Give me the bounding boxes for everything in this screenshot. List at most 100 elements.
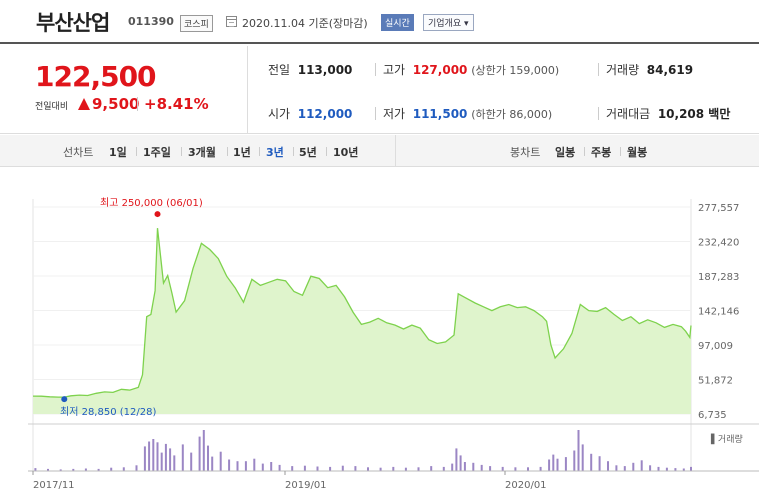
open-value: 112,000 <box>297 107 353 121</box>
up-triangle-icon <box>78 98 90 110</box>
candle-chart-label: 봉차트 <box>510 146 541 159</box>
volume-bar <box>581 444 584 472</box>
divider <box>181 147 182 156</box>
volume-bar <box>674 468 677 471</box>
price-change-value: 9,500 <box>92 95 140 113</box>
period-3months[interactable]: 3개월 <box>188 146 216 159</box>
x-tick-label: 2017/11 <box>33 480 75 491</box>
volume-label: 거래량 <box>606 63 640 77</box>
volume-bar <box>59 469 62 471</box>
volume-bar <box>148 441 151 471</box>
volume-bar <box>615 465 618 471</box>
line-chart-label: 선차트 <box>63 146 94 159</box>
candle-monthly[interactable]: 월봉 <box>627 146 648 159</box>
compare-label: 전일대비 <box>35 102 69 112</box>
price-summary: 122,500 전일대비 9,500 +8.41% 전일 113,000 고가 … <box>0 46 759 134</box>
x-tick-label: 2020/01 <box>505 480 547 491</box>
volume-bar <box>430 466 433 471</box>
divider <box>227 147 228 156</box>
volume-bar <box>640 460 643 471</box>
realtime-button[interactable]: 실시간 <box>381 14 414 31</box>
volume-bar <box>539 466 542 471</box>
candle-daily[interactable]: 일봉 <box>555 146 576 159</box>
open-price: 시가 112,000 <box>268 105 352 122</box>
high-label: 고가 <box>383 63 406 77</box>
volume-bar <box>219 451 222 471</box>
high-value: 127,000 <box>412 63 468 77</box>
volume-bar <box>514 467 517 471</box>
divider <box>136 147 137 156</box>
volume-bar <box>341 465 344 471</box>
prev-close-label: 전일 <box>268 63 291 77</box>
change-rate: +8.41% <box>144 95 209 113</box>
x-tick-label: 2019/01 <box>285 480 327 491</box>
period-1week[interactable]: 1주일 <box>143 146 171 159</box>
volume-bar <box>442 466 445 471</box>
volume-bar <box>463 462 466 471</box>
calendar-icon <box>226 16 237 27</box>
divider <box>598 63 599 76</box>
candle-weekly[interactable]: 주봉 <box>591 146 612 159</box>
chart-canvas: 277,557 232,420 187,283 142,146 97,009 51,872… <box>28 197 759 491</box>
volume-bar <box>316 466 319 471</box>
period-5years[interactable]: 5년 <box>299 146 317 159</box>
volume-bar <box>665 467 668 471</box>
divider <box>598 107 599 120</box>
current-price-panel: 122,500 전일대비 9,500 +8.41% <box>0 46 248 134</box>
volume-bar <box>181 444 184 472</box>
volume-bar <box>354 466 357 471</box>
volume-bar <box>480 464 483 471</box>
prev-close-value: 113,000 <box>297 63 353 77</box>
max-annotation: 최고 250,000 (06/01) <box>100 197 203 209</box>
divider <box>395 135 396 167</box>
volume-bar <box>404 467 407 471</box>
market-badge: 코스피 <box>180 15 213 32</box>
price-area <box>33 228 691 414</box>
volume-bar <box>329 466 332 471</box>
volume-bar <box>236 461 239 471</box>
volume-bar <box>632 462 635 471</box>
volume-bar <box>552 454 555 471</box>
low-label: 저가 <box>383 107 406 121</box>
low-price: 저가 111,500 (하한가 86,000) <box>383 105 552 122</box>
period-3years[interactable]: 3년 <box>266 146 284 159</box>
volume-bar <box>211 456 214 471</box>
volume-bar <box>548 459 551 471</box>
volume-bar <box>607 461 609 471</box>
stock-name: 부산산업 <box>36 11 110 35</box>
volume-bar <box>690 466 692 471</box>
volume-bar <box>501 466 504 471</box>
volume-bar <box>527 467 529 471</box>
low-value: 111,500 <box>412 107 468 121</box>
high-price: 고가 127,000 (상한가 159,000) <box>383 61 559 78</box>
volume-bar <box>110 467 113 471</box>
volume-bar <box>253 458 256 471</box>
volume-bar <box>451 463 454 471</box>
volume-bar <box>472 462 475 471</box>
divider <box>375 107 376 120</box>
volume-bar <box>34 468 37 471</box>
divider <box>326 147 327 156</box>
min-marker <box>61 396 68 403</box>
volume-bar <box>417 467 420 471</box>
period-1year[interactable]: 1년 <box>233 146 251 159</box>
volume-bar <box>573 450 576 471</box>
volume-bar <box>564 457 567 471</box>
volume-bar <box>160 452 163 471</box>
amount-label: 거래대금 <box>606 107 651 121</box>
volume-bar <box>228 459 231 471</box>
company-overview-dropdown[interactable]: 기업개요 ▾ <box>423 14 474 31</box>
price-chart[interactable]: 277,557 232,420 187,283 142,146 97,009 51,872… <box>0 168 759 500</box>
divider <box>375 63 376 76</box>
period-10years[interactable]: 10년 <box>333 146 359 159</box>
volume-bar <box>207 445 209 471</box>
y-tick-label: 142,146 <box>698 307 739 318</box>
volume-bar <box>392 466 395 471</box>
volume-bar <box>459 455 462 471</box>
volume-bar <box>261 463 264 471</box>
stock-code: 011390 <box>128 15 174 28</box>
y-tick-label: 97,009 <box>698 341 733 352</box>
volume-bar <box>84 468 87 471</box>
period-1day[interactable]: 1일 <box>109 146 127 159</box>
volume-bar <box>270 462 273 471</box>
